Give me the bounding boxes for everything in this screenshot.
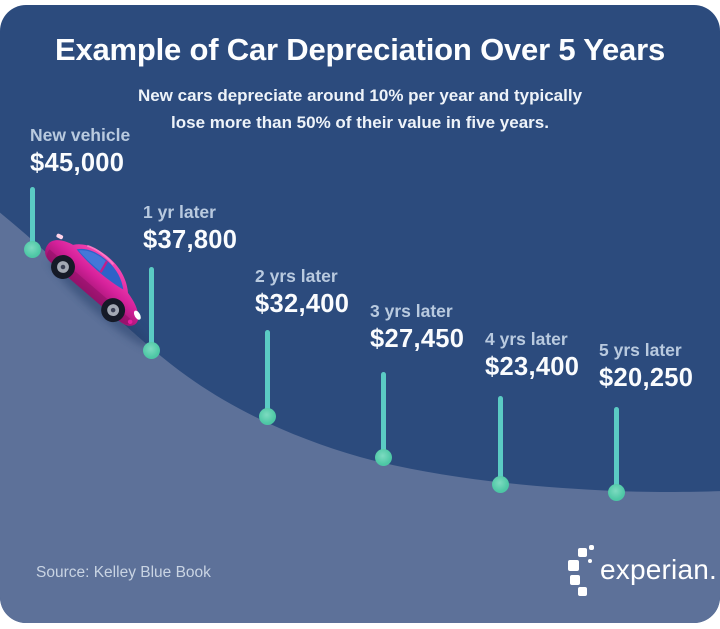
pin-line [380,372,386,458]
page-title: Example of Car Depreciation Over 5 Years [54,32,665,67]
car-icon [45,233,141,326]
pin-dot-icon [142,342,160,359]
point-value: $45,000 [30,149,125,177]
data-point-5yrs: 5 yrs later $20,250 [599,340,693,393]
point-value: $37,800 [143,226,238,254]
point-value: $23,400 [485,353,580,381]
pin-line [148,267,154,351]
pin-2yrs [258,330,276,425]
pin-dot-icon [607,484,625,501]
pin-dot-icon [258,408,276,425]
point-label: 2 yrs later [255,266,338,286]
point-label: New vehicle [30,125,131,145]
point-label: 4 yrs later [485,329,568,349]
point-label: 1 yr later [143,202,216,222]
point-value: $20,250 [599,364,694,392]
pin-dot-icon [374,449,392,466]
point-value: $32,400 [255,290,350,318]
data-point-2yrs: 2 yrs later $32,400 [255,266,349,319]
data-point-1yr: 1 yr later $37,800 [143,202,237,255]
pin-dot-icon [23,241,41,258]
depreciation-hill-graphic [0,212,720,623]
pin-line [497,396,503,485]
pin-line [613,407,619,493]
point-value: $27,450 [370,325,465,353]
point-label: 3 yrs later [370,301,453,321]
pin-line [29,187,35,250]
pin-3yrs [374,372,392,466]
experian-logo-text: experian. [600,554,717,585]
data-point-4yrs: 4 yrs later $23,400 [485,329,579,382]
hill-slope [0,212,720,623]
pin-new-vehicle [23,187,41,258]
infographic-card: Example of Car Depreciation Over 5 Years… [0,5,720,623]
source-credit: Source: Kelley Blue Book [36,564,211,581]
pin-dot-icon [491,476,509,493]
page-subtitle: New cars depreciate around 10% per year … [0,82,720,136]
experian-logo: experian. [566,543,717,605]
subtitle-line-2: lose more than 50% of their value in fiv… [171,113,549,132]
pin-5yrs [607,407,625,501]
pin-line [264,330,270,417]
data-point-new-vehicle: New vehicle $45,000 [30,125,130,178]
pin-1yr [142,267,160,359]
data-point-3yrs: 3 yrs later $27,450 [370,301,464,354]
subtitle-line-1: New cars depreciate around 10% per year … [137,86,583,105]
pin-4yrs [491,396,509,493]
point-label: 5 yrs later [599,340,682,360]
